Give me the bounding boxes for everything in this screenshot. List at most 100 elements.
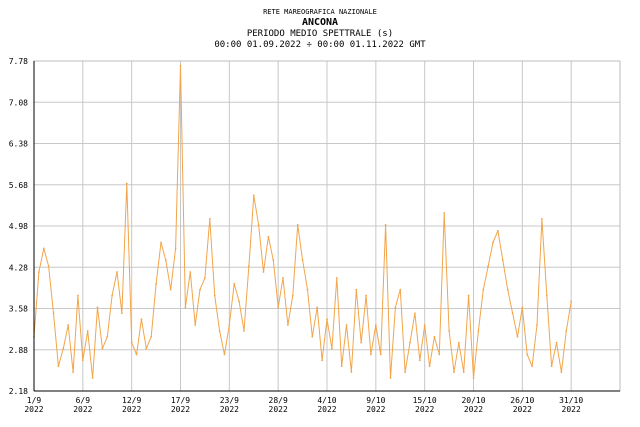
data-point (223, 353, 226, 356)
x-tick-label: 4/10 (317, 396, 336, 405)
data-point (169, 288, 172, 291)
data-point (67, 324, 70, 326)
data-point (125, 182, 128, 185)
data-point (370, 353, 372, 356)
data-point (511, 312, 514, 315)
data-point (521, 306, 524, 309)
data-point (208, 218, 211, 220)
x-tick-year: 2022 (366, 405, 385, 414)
data-point (262, 271, 265, 273)
data-point (414, 312, 416, 315)
data-point (487, 265, 490, 267)
y-tick-label: 2.88 (9, 346, 28, 355)
data-point (311, 335, 314, 338)
date-range-title: 00:00 01.09.2022 ÷ 00:00 01.11.2022 GMT (214, 40, 426, 50)
axes-frame (33, 60, 621, 392)
y-tick-label: 2.18 (9, 387, 28, 396)
data-point (77, 294, 79, 297)
x-tick-label: 12/9 (122, 396, 141, 405)
data-point (213, 294, 216, 297)
data-point (467, 294, 470, 297)
data-point (531, 365, 533, 368)
x-tick-year: 2022 (415, 405, 434, 414)
data-point (428, 365, 431, 368)
data-point (106, 335, 109, 338)
x-axis-ticks: 1/920226/9202212/9202217/9202223/9202228… (24, 396, 583, 414)
x-tick-label: 17/9 (171, 396, 190, 405)
data-point (301, 259, 304, 262)
x-tick-year: 2022 (269, 405, 288, 414)
data-point (501, 259, 504, 262)
y-axis-ticks: 2.18 2.88 3.58 4.28 4.98 5.68 6.38 7.08 7.78 (9, 57, 28, 396)
x-tick-label: 1/9 (27, 396, 42, 405)
data-point (140, 318, 143, 321)
x-tick-label: 23/9 (220, 396, 239, 405)
data-point (72, 371, 74, 374)
data-point (145, 347, 148, 350)
data-point (360, 341, 363, 344)
data-point (296, 223, 299, 226)
y-tick-label: 7.78 (9, 57, 28, 66)
x-tick-year: 2022 (317, 405, 336, 414)
data-point (379, 353, 382, 356)
data-point (62, 347, 65, 350)
data-point (228, 324, 231, 326)
data-point (374, 324, 377, 326)
data-point (218, 329, 221, 332)
data-point (306, 288, 309, 291)
x-tick-year: 2022 (171, 405, 190, 414)
x-tick-label: 20/10 (461, 396, 485, 405)
data-point (174, 247, 177, 250)
data-point (243, 329, 245, 332)
data-point (423, 324, 426, 326)
x-tick-year: 2022 (464, 405, 483, 414)
data-point (121, 312, 123, 315)
data-point (252, 194, 255, 197)
data-point (384, 223, 387, 226)
data-point (345, 324, 348, 326)
data-point (272, 259, 275, 262)
station-title: ANCONA (301, 17, 339, 28)
data-point (111, 294, 114, 297)
data-point (457, 341, 460, 344)
data-point (150, 335, 153, 338)
x-tick-label: 26/10 (510, 396, 534, 405)
data-point (506, 288, 509, 291)
data-point (330, 347, 333, 350)
parameter-title: PERIODO MEDIO SPETTRALE (s) (246, 29, 394, 39)
x-tick-label: 9/10 (366, 396, 385, 405)
data-point (565, 329, 568, 332)
data-point (238, 300, 241, 303)
x-tick-label: 15/10 (413, 396, 437, 405)
data-point (482, 288, 485, 291)
data-point (189, 271, 192, 273)
data-point (350, 371, 353, 374)
data-point (291, 294, 294, 297)
data-point (497, 229, 499, 232)
x-tick-year: 2022 (562, 405, 581, 414)
x-tick-year: 2022 (122, 405, 141, 414)
data-point (91, 377, 94, 379)
data-point (355, 288, 358, 291)
x-tick-year: 2022 (73, 405, 92, 414)
data-point (160, 241, 162, 244)
data-point (199, 288, 201, 291)
data-point (536, 324, 538, 326)
data-point (282, 276, 284, 279)
data-point (472, 377, 475, 379)
data-point (550, 365, 553, 368)
data-point (135, 353, 138, 356)
series-group (33, 64, 573, 379)
data-point (116, 271, 118, 273)
data-point (443, 212, 446, 214)
x-tick-year: 2022 (220, 405, 239, 414)
data-point (101, 347, 104, 350)
data-point (399, 288, 402, 291)
data-point (52, 312, 55, 315)
data-point (184, 306, 187, 309)
data-point (277, 306, 280, 309)
data-point (389, 377, 392, 379)
data-point (477, 329, 480, 332)
data-point (433, 335, 436, 338)
